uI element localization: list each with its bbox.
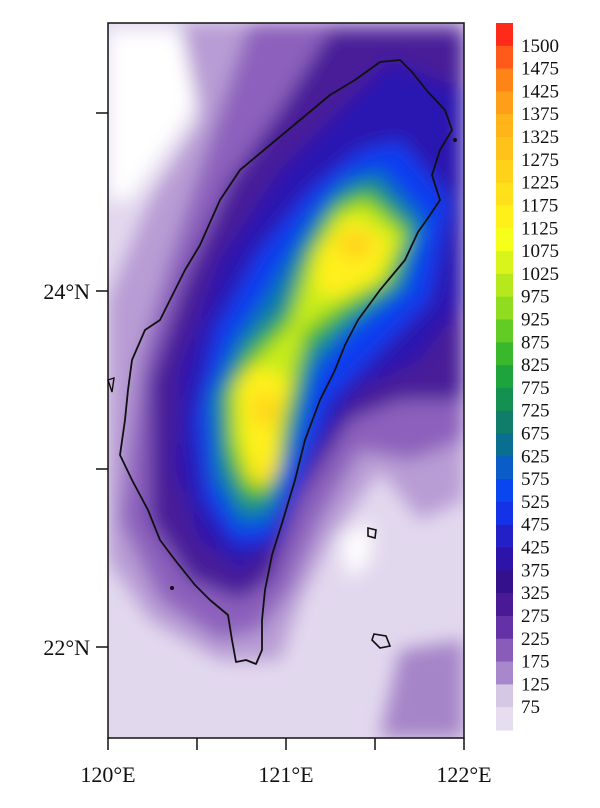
colorbar-label: 525 bbox=[521, 492, 550, 513]
colorbar-label: 675 bbox=[521, 424, 550, 445]
colorbar-swatch bbox=[496, 45, 513, 70]
colorbar-label: 975 bbox=[521, 287, 550, 308]
colorbar: 1500147514251375132512751225117511251075… bbox=[496, 23, 559, 731]
colorbar-label: 125 bbox=[521, 674, 550, 695]
colorbar-swatch bbox=[496, 365, 513, 389]
colorbar-label: 575 bbox=[521, 469, 550, 490]
colorbar-label: 1025 bbox=[521, 264, 559, 285]
lat-tick-24n: 24°N bbox=[43, 279, 90, 304]
colorbar-swatch bbox=[496, 593, 513, 617]
island-ludao bbox=[367, 526, 377, 540]
colorbar-swatch bbox=[496, 661, 513, 685]
colorbar-label: 775 bbox=[521, 378, 550, 399]
colorbar-label: 825 bbox=[521, 355, 550, 376]
colorbar-label: 625 bbox=[521, 446, 550, 467]
colorbar-label: 325 bbox=[521, 583, 550, 604]
lat-tick-22n: 22°N bbox=[43, 635, 90, 660]
colorbar-label: 875 bbox=[521, 332, 550, 353]
colorbar-swatch bbox=[496, 684, 513, 708]
colorbar-label: 1425 bbox=[521, 81, 559, 102]
colorbar-label: 925 bbox=[521, 309, 550, 330]
colorbar-swatch bbox=[496, 547, 513, 571]
colorbar-label: 1325 bbox=[521, 127, 559, 148]
colorbar-label: 75 bbox=[521, 697, 540, 718]
colorbar-swatch bbox=[496, 137, 513, 161]
colorbar-swatch bbox=[496, 387, 513, 412]
colorbar-label: 1175 bbox=[521, 195, 558, 216]
colorbar-swatch bbox=[496, 570, 513, 594]
colorbar-label: 1275 bbox=[521, 150, 559, 171]
colorbar-swatch bbox=[496, 319, 513, 343]
colorbar-swatch bbox=[496, 251, 513, 275]
colorbar-swatch bbox=[496, 159, 513, 184]
colorbar-swatch bbox=[496, 182, 513, 206]
colorbar-swatch bbox=[496, 228, 513, 252]
lon-tick-121e: 121°E bbox=[258, 762, 313, 787]
island-dot bbox=[453, 138, 457, 142]
colorbar-swatch bbox=[496, 342, 513, 366]
lon-tick-122e: 122°E bbox=[436, 762, 491, 787]
colorbar-swatch bbox=[496, 23, 513, 47]
lon-tick-120e: 120°E bbox=[80, 762, 135, 787]
colorbar-label: 725 bbox=[521, 401, 550, 422]
colorbar-label: 1225 bbox=[521, 173, 559, 194]
lat-axis bbox=[96, 112, 108, 648]
colorbar-label: 1500 bbox=[521, 36, 559, 57]
island-lanyu bbox=[371, 633, 392, 649]
colorbar-label: 1125 bbox=[521, 218, 558, 239]
colorbar-swatch bbox=[496, 433, 513, 457]
colorbar-label: 425 bbox=[521, 538, 550, 559]
colorbar-swatch bbox=[496, 456, 513, 480]
colorbar-swatch bbox=[496, 91, 513, 115]
colorbar-label: 275 bbox=[521, 606, 550, 627]
colorbar-label: 1475 bbox=[521, 59, 559, 80]
lon-axis bbox=[107, 738, 465, 750]
colorbar-swatch bbox=[496, 501, 513, 526]
colorbar-label: 225 bbox=[521, 629, 550, 650]
colorbar-label: 175 bbox=[521, 652, 550, 673]
colorbar-label: 375 bbox=[521, 560, 550, 581]
island-penghu bbox=[107, 376, 115, 393]
contour-field bbox=[108, 23, 464, 738]
colorbar-swatch bbox=[496, 114, 513, 138]
colorbar-label: 1375 bbox=[521, 104, 559, 125]
colorbar-label: 1075 bbox=[521, 241, 559, 262]
colorbar-swatch bbox=[496, 479, 513, 503]
colorbar-swatch bbox=[496, 638, 513, 663]
colorbar-swatch bbox=[496, 273, 513, 298]
colorbar-swatch bbox=[496, 524, 513, 549]
colorbar-swatch bbox=[496, 68, 513, 92]
colorbar-label: 475 bbox=[521, 515, 550, 536]
colorbar-swatch bbox=[496, 410, 513, 435]
island-dot-2 bbox=[170, 586, 174, 590]
colorbar-swatch bbox=[496, 296, 513, 320]
colorbar-swatch bbox=[496, 205, 513, 229]
colorbar-swatch bbox=[496, 615, 513, 640]
taiwan-coastline bbox=[119, 59, 453, 665]
colorbar-swatch bbox=[496, 707, 513, 731]
